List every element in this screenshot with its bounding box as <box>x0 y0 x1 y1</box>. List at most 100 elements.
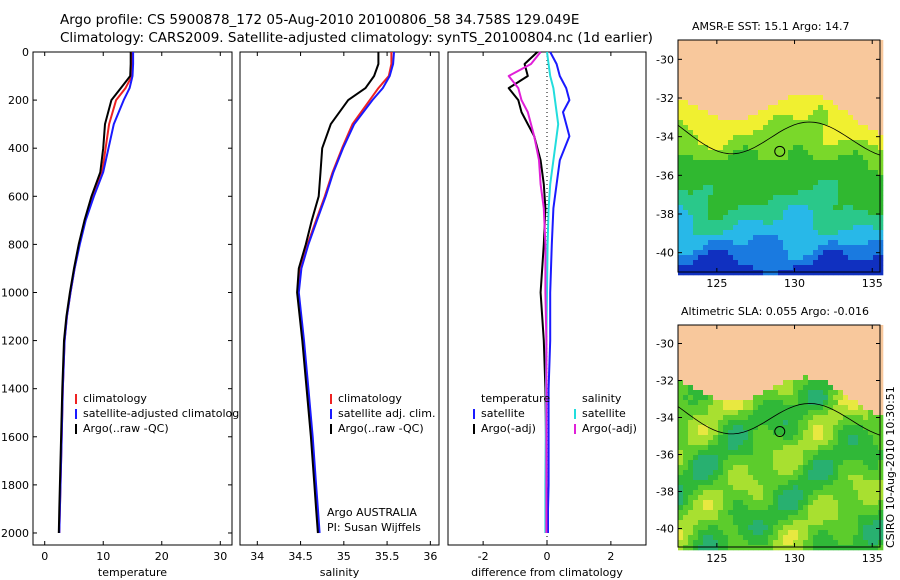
map-cell <box>768 150 774 156</box>
map-cell <box>853 75 859 81</box>
map-cell <box>768 390 774 396</box>
map-cell <box>723 175 729 181</box>
map-cell <box>738 400 744 406</box>
map-cell <box>853 270 859 276</box>
map-cell <box>878 360 884 366</box>
map-cell <box>773 260 779 266</box>
map-cell <box>768 185 774 191</box>
map-cell <box>733 225 739 231</box>
map-cell <box>763 175 769 181</box>
map-cell <box>723 265 729 271</box>
map-cell <box>833 430 839 436</box>
map-cell <box>733 175 739 181</box>
map-cell <box>868 185 874 191</box>
map-cell <box>823 490 829 496</box>
map-cell <box>788 420 794 426</box>
map-cell <box>778 340 784 346</box>
map-cell <box>688 250 694 256</box>
map-cell <box>748 90 754 96</box>
map-cell <box>688 260 694 266</box>
map-cell <box>693 430 699 436</box>
map-cell <box>678 370 684 376</box>
map-cell <box>803 120 809 126</box>
map-cell <box>758 460 764 466</box>
map-cell <box>823 450 829 456</box>
map-cell <box>788 45 794 51</box>
map-cell <box>863 480 869 486</box>
map-cell <box>703 360 709 366</box>
map-cell <box>823 495 829 501</box>
map-cell <box>838 500 844 506</box>
map-y-tick-label: -36 <box>656 449 674 462</box>
map-cell <box>708 135 714 141</box>
map-cell <box>758 265 764 271</box>
map-cell <box>848 450 854 456</box>
map-cell <box>828 425 834 431</box>
map-cell <box>868 450 874 456</box>
map-cell <box>833 395 839 401</box>
map-cell <box>813 90 819 96</box>
map-cell <box>708 260 714 266</box>
map-cell <box>828 455 834 461</box>
map-cell <box>853 245 859 251</box>
map-cell <box>798 145 804 151</box>
map-cell <box>708 445 714 451</box>
map-cell <box>693 460 699 466</box>
map-cell <box>868 525 874 531</box>
map-cell <box>753 385 759 391</box>
map-cell <box>798 135 804 141</box>
map-cell <box>713 325 719 331</box>
map-cell <box>683 385 689 391</box>
map-cell <box>698 85 704 91</box>
map-cell <box>688 90 694 96</box>
map-cell <box>793 80 799 86</box>
map-cell <box>738 480 744 486</box>
map-cell <box>878 475 884 481</box>
map-cell <box>753 370 759 376</box>
map-cell <box>818 75 824 81</box>
map-cell <box>863 135 869 141</box>
map-cell <box>788 185 794 191</box>
map-cell <box>693 470 699 476</box>
map-cell <box>683 350 689 356</box>
map-cell <box>858 425 864 431</box>
map-cell <box>763 90 769 96</box>
map-cell <box>838 355 844 361</box>
map-cell <box>813 450 819 456</box>
map-cell <box>678 365 684 371</box>
map-cell <box>703 450 709 456</box>
map-cell <box>763 485 769 491</box>
map-cell <box>693 435 699 441</box>
map-cell <box>688 460 694 466</box>
map-cell <box>788 370 794 376</box>
map-cell <box>743 45 749 51</box>
map-cell <box>863 475 869 481</box>
map-cell <box>708 405 714 411</box>
map-cell <box>753 240 759 246</box>
map-cell <box>793 480 799 486</box>
map-cell <box>758 345 764 351</box>
map-cell <box>693 150 699 156</box>
map-cell <box>873 40 879 46</box>
map-cell <box>688 180 694 186</box>
map-cell <box>828 200 834 206</box>
map-cell <box>838 60 844 66</box>
map-cell <box>713 175 719 181</box>
map-cell <box>688 210 694 216</box>
map-cell <box>848 370 854 376</box>
map-cell <box>853 485 859 491</box>
map-cell <box>843 500 849 506</box>
map-cell <box>743 495 749 501</box>
map-cell <box>858 55 864 61</box>
map-cell <box>848 485 854 491</box>
map-cell <box>863 545 869 551</box>
map-cell <box>718 120 724 126</box>
map-cell <box>763 255 769 261</box>
map-cell <box>863 105 869 111</box>
map-cell <box>843 455 849 461</box>
map-cell <box>793 475 799 481</box>
map-cell <box>748 400 754 406</box>
map-cell <box>863 80 869 86</box>
map-cell <box>798 205 804 211</box>
map-cell <box>773 75 779 81</box>
